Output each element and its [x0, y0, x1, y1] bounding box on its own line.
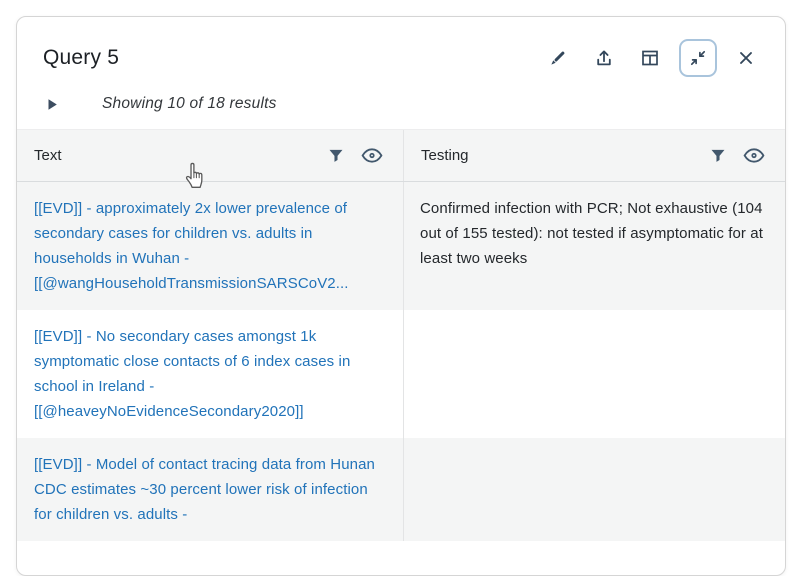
close-button[interactable] — [729, 41, 763, 75]
column-header-actions — [709, 147, 765, 165]
results-summary: Showing 10 of 18 results — [102, 95, 277, 112]
table-row: [[EVD]] - No secondary cases amongst 1k … — [17, 310, 785, 438]
evidence-link[interactable]: [[EVD]] - Model of contact tracing data … — [17, 438, 404, 541]
testing-value — [404, 310, 785, 438]
visibility-button[interactable] — [361, 148, 383, 163]
caret-right-icon — [48, 98, 57, 110]
results-table: Text — [17, 129, 785, 541]
results-summary-row: Showing 10 of 18 results — [17, 79, 785, 129]
table-view-button[interactable] — [633, 41, 667, 75]
filter-icon — [329, 149, 343, 162]
column-label: Testing — [421, 147, 469, 164]
close-icon — [740, 52, 752, 64]
table-header-row: Text — [17, 130, 785, 182]
edit-button[interactable] — [541, 41, 575, 75]
filter-icon — [711, 149, 725, 162]
visibility-button[interactable] — [743, 148, 765, 163]
query-panel: Query 5 — [16, 16, 786, 576]
table-row: [[EVD]] - Model of contact tracing data … — [17, 438, 785, 541]
evidence-link[interactable]: [[EVD]] - approximately 2x lower prevale… — [17, 182, 404, 310]
column-label: Text — [34, 147, 62, 164]
export-button[interactable] — [587, 41, 621, 75]
eye-icon — [743, 148, 765, 163]
pencil-icon — [551, 51, 565, 65]
panel-header: Query 5 — [17, 17, 785, 79]
table-row: [[EVD]] - approximately 2x lower prevale… — [17, 182, 785, 310]
page-title: Query 5 — [43, 46, 120, 69]
eye-icon — [361, 148, 383, 163]
evidence-link[interactable]: [[EVD]] - No secondary cases amongst 1k … — [17, 310, 404, 438]
disclosure-toggle[interactable] — [47, 98, 58, 111]
column-header-testing: Testing — [404, 130, 785, 181]
collapse-button[interactable] — [679, 39, 717, 77]
upload-icon — [597, 50, 611, 66]
column-header-actions — [327, 147, 383, 165]
testing-value — [404, 438, 785, 541]
testing-value: Confirmed infection with PCR; Not exhaus… — [420, 200, 763, 267]
toolbar — [541, 39, 763, 77]
table-icon — [642, 50, 658, 66]
column-header-text: Text — [17, 130, 404, 181]
filter-button[interactable] — [709, 147, 727, 165]
collapse-icon — [690, 50, 706, 66]
filter-button[interactable] — [327, 147, 345, 165]
